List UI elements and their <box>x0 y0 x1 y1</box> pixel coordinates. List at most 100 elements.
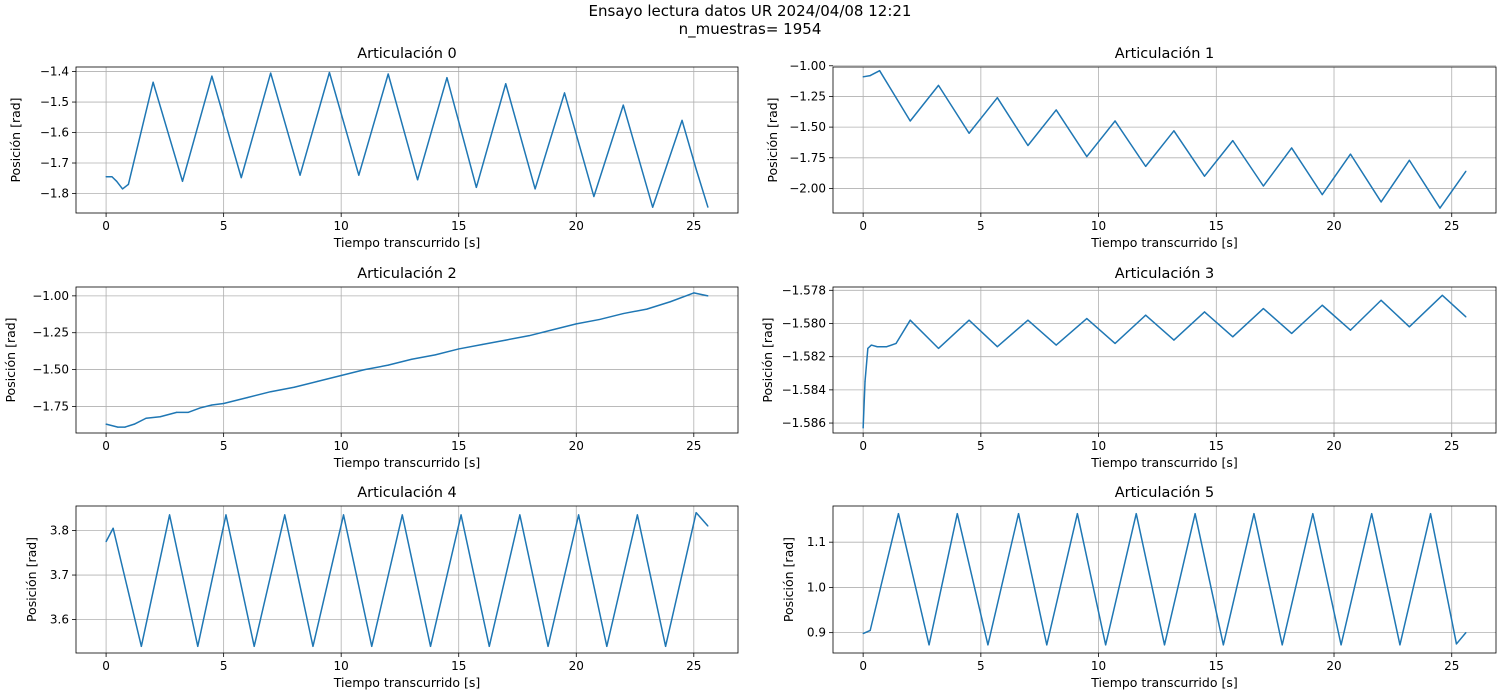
data-point <box>317 380 319 382</box>
data-point <box>1203 175 1206 177</box>
y-tick-label: 0.9 <box>807 626 826 640</box>
x-tick-label: 10 <box>1091 219 1106 233</box>
series-line <box>105 292 709 428</box>
data-point <box>862 632 864 635</box>
data-point <box>1380 299 1382 301</box>
data-point <box>1135 513 1137 515</box>
data-point <box>707 295 709 297</box>
data-point <box>176 411 178 413</box>
data-point <box>299 174 301 176</box>
data-point <box>1380 201 1382 203</box>
data-point <box>606 645 608 647</box>
data-point <box>1262 185 1264 187</box>
subplot-title: Articulación 2 <box>357 266 457 282</box>
data-point <box>197 645 199 647</box>
x-axis-label: Tiempo transcurrido [s] <box>333 675 480 690</box>
data-point <box>240 177 242 179</box>
y-tick-label: 1.0 <box>807 580 826 594</box>
subplot-title: Articulación 5 <box>1115 485 1215 501</box>
data-point <box>693 292 695 294</box>
data-point <box>552 329 554 331</box>
data-point <box>1321 304 1323 306</box>
data-point <box>387 73 389 75</box>
data-point <box>987 644 989 646</box>
data-point <box>358 174 360 176</box>
data-point <box>897 513 900 515</box>
data-point <box>646 308 648 310</box>
y-tick-label: −1.50 <box>789 120 826 134</box>
data-point <box>481 343 483 346</box>
data-point <box>864 380 866 383</box>
y-axis-label: Posición [rad] <box>765 97 780 182</box>
subplot-title: Articulación 0 <box>357 46 457 62</box>
x-tick-label: 15 <box>451 659 466 673</box>
x-tick-label: 15 <box>451 219 466 233</box>
data-point <box>563 92 566 94</box>
y-tick-label: −1.578 <box>782 283 826 297</box>
series-line <box>863 69 1467 209</box>
data-point <box>105 423 107 425</box>
data-point <box>434 354 436 356</box>
y-tick-label: −1.00 <box>32 289 69 303</box>
x-tick-label: 20 <box>1326 219 1341 233</box>
data-point <box>1429 513 1432 515</box>
y-axis-label: Posición [rad] <box>8 97 23 182</box>
data-point <box>293 386 295 388</box>
subplot-title: Articulación 4 <box>357 485 457 501</box>
axes-frame <box>75 66 739 214</box>
data-point <box>1232 336 1234 338</box>
data-point <box>519 514 521 516</box>
data-point <box>869 629 871 631</box>
data-point <box>707 206 709 208</box>
y-axis-label: Posición [rad] <box>781 537 796 622</box>
subplot-2: 0 5 10 15 20 25 −1.75 −1.50 −1.25 −1.00 Articulaci… <box>3 266 739 470</box>
y-tick-label: −2.00 <box>789 181 826 195</box>
x-axis-label: Tiempo transcurrido [s] <box>333 235 480 250</box>
data-point <box>460 514 462 516</box>
y-tick-label: 3.8 <box>50 524 69 538</box>
series-line <box>106 71 709 208</box>
data-point <box>1105 644 1107 646</box>
data-point <box>253 645 255 647</box>
x-tick-label: 25 <box>686 659 701 673</box>
data-point <box>996 97 998 99</box>
data-point <box>862 427 864 429</box>
y-axis-label: Posición [rad] <box>760 317 775 402</box>
data-point <box>152 81 154 83</box>
series-line <box>862 294 1467 429</box>
y-tick-label: −1.00 <box>789 59 826 73</box>
data-point <box>1194 513 1196 515</box>
x-axis-label: Tiempo transcurrido [s] <box>1090 235 1237 250</box>
data-point <box>105 176 107 178</box>
x-axis-label: Tiempo transcurrido [s] <box>333 455 480 470</box>
data-point <box>505 339 507 341</box>
y-tick-label: −1.25 <box>32 326 69 340</box>
data-point <box>1086 317 1088 320</box>
y-tick-label: −1.580 <box>782 317 826 331</box>
y-tick-label: −1.5 <box>40 95 69 109</box>
x-tick-label: 5 <box>220 219 228 233</box>
x-tick-label: 25 <box>686 219 701 233</box>
data-point <box>1441 294 1443 296</box>
x-tick-label: 10 <box>334 659 349 673</box>
data-point <box>1291 147 1293 149</box>
x-tick-label: 5 <box>977 219 985 233</box>
data-point <box>112 527 114 529</box>
y-axis-label: Posición [rad] <box>3 317 18 402</box>
x-tick-label: 25 <box>1444 439 1459 453</box>
data-point <box>1439 207 1441 209</box>
data-point <box>488 645 490 647</box>
data-point <box>133 423 135 425</box>
data-point <box>505 83 507 85</box>
data-point <box>140 645 142 647</box>
data-point <box>127 183 130 185</box>
data-point <box>1173 130 1175 132</box>
y-tick-label: −1.8 <box>40 186 69 200</box>
x-tick-label: 20 <box>1326 439 1341 453</box>
data-point <box>401 514 403 516</box>
x-tick-label: 5 <box>977 659 985 673</box>
data-point <box>956 513 958 515</box>
series-line <box>105 511 709 648</box>
x-tick-label: 10 <box>1091 439 1106 453</box>
